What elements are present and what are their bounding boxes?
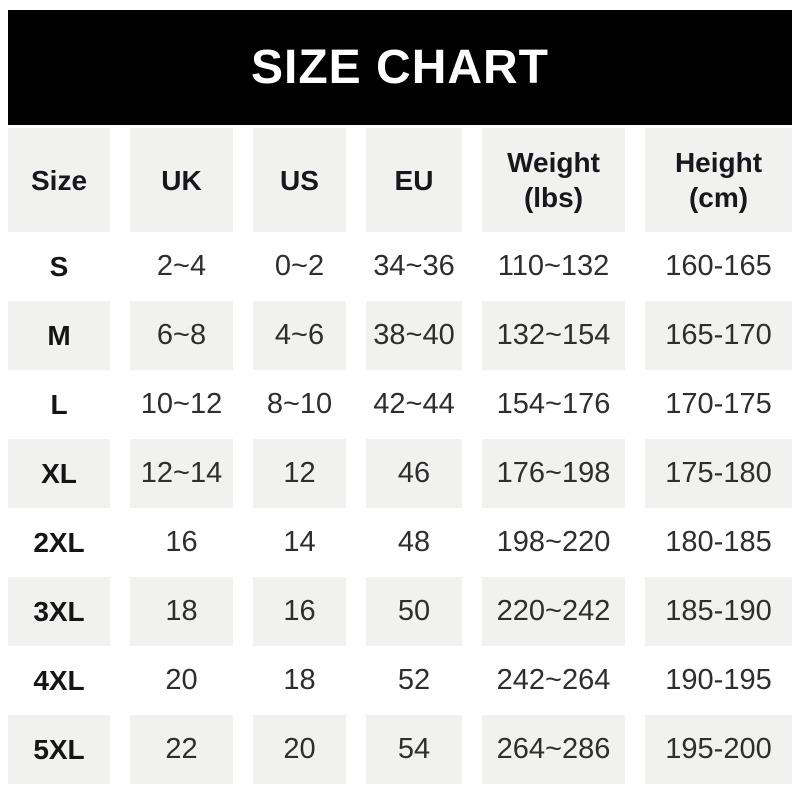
column-header-size: Size bbox=[8, 128, 110, 232]
table-cell: 165-170 bbox=[645, 301, 792, 370]
table-row-xl: XL 12~14 12 46 176~198 175-180 bbox=[8, 439, 792, 508]
page-title: SIZE CHART bbox=[251, 41, 549, 94]
column-header-eu: EU bbox=[366, 128, 462, 232]
table-row-l: L 10~12 8~10 42~44 154~176 170-175 bbox=[8, 370, 792, 439]
table-row-4xl: 4XL 20 18 52 242~264 190-195 bbox=[8, 646, 792, 715]
row-label: 5XL bbox=[8, 715, 110, 784]
table-cell: 198~220 bbox=[496, 526, 611, 559]
table-row-2xl: 2XL 16 14 48 198~220 180-185 bbox=[8, 508, 792, 577]
row-label: S bbox=[49, 251, 69, 282]
table-cell: 132~154 bbox=[482, 301, 625, 370]
table-row-5xl: 5XL 22 20 54 264~286 195-200 bbox=[8, 715, 792, 784]
table-cell: 12 bbox=[253, 439, 346, 508]
table-cell: 48 bbox=[397, 526, 431, 559]
size-chart-table: Size UK US EU Weight (lbs) Height (cm) S 2… bbox=[0, 128, 800, 784]
table-cell: 18 bbox=[130, 577, 233, 646]
table-cell: 6~8 bbox=[130, 301, 233, 370]
column-header-weight: Weight (lbs) bbox=[482, 128, 625, 232]
row-label: L bbox=[50, 389, 68, 420]
table-row-s: S 2~4 0~2 34~36 110~132 160-165 bbox=[8, 232, 792, 301]
table-cell: 160-165 bbox=[665, 250, 772, 283]
table-cell: 52 bbox=[397, 664, 431, 697]
table-cell: 176~198 bbox=[482, 439, 625, 508]
size-chart-page: SIZE CHART Size UK US EU Weight (lbs) Hei… bbox=[0, 10, 800, 800]
table-cell: 20 bbox=[253, 715, 346, 784]
table-header-row: Size UK US EU Weight (lbs) Height (cm) bbox=[8, 128, 792, 232]
row-label: 3XL bbox=[8, 577, 110, 646]
table-cell: 54 bbox=[366, 715, 462, 784]
row-label: 4XL bbox=[33, 665, 85, 696]
table-cell: 242~264 bbox=[496, 664, 611, 697]
table-cell: 46 bbox=[366, 439, 462, 508]
table-cell: 185-190 bbox=[645, 577, 792, 646]
row-label: XL bbox=[8, 439, 110, 508]
table-cell: 14 bbox=[283, 526, 316, 559]
title-banner: SIZE CHART bbox=[8, 10, 792, 125]
table-cell: 34~36 bbox=[373, 250, 455, 283]
table-cell: 2~4 bbox=[156, 250, 207, 283]
row-label: M bbox=[8, 301, 110, 370]
table-cell: 12~14 bbox=[130, 439, 233, 508]
table-cell: 22 bbox=[130, 715, 233, 784]
column-header-height: Height (cm) bbox=[645, 128, 792, 232]
table-cell: 180-185 bbox=[665, 526, 772, 559]
table-cell: 20 bbox=[165, 664, 198, 697]
table-cell: 16 bbox=[165, 526, 198, 559]
table-cell: 195-200 bbox=[645, 715, 792, 784]
table-cell: 4~6 bbox=[253, 301, 346, 370]
table-cell: 42~44 bbox=[373, 388, 455, 421]
table-cell: 16 bbox=[253, 577, 346, 646]
table-cell: 50 bbox=[366, 577, 462, 646]
table-cell: 220~242 bbox=[482, 577, 625, 646]
table-cell: 175-180 bbox=[645, 439, 792, 508]
table-cell: 10~12 bbox=[140, 388, 223, 421]
table-cell: 0~2 bbox=[274, 250, 325, 283]
table-cell: 8~10 bbox=[266, 388, 333, 421]
table-cell: 110~132 bbox=[497, 250, 610, 283]
column-header-uk: UK bbox=[130, 128, 233, 232]
table-row-3xl: 3XL 18 16 50 220~242 185-190 bbox=[8, 577, 792, 646]
table-cell: 154~176 bbox=[496, 388, 611, 421]
table-cell: 190-195 bbox=[665, 664, 772, 697]
table-cell: 18 bbox=[283, 664, 316, 697]
column-header-us: US bbox=[253, 128, 346, 232]
table-cell: 264~286 bbox=[482, 715, 625, 784]
table-row-m: M 6~8 4~6 38~40 132~154 165-170 bbox=[8, 301, 792, 370]
row-label: 2XL bbox=[33, 527, 85, 558]
table-cell: 170-175 bbox=[665, 388, 772, 421]
table-cell: 38~40 bbox=[366, 301, 462, 370]
